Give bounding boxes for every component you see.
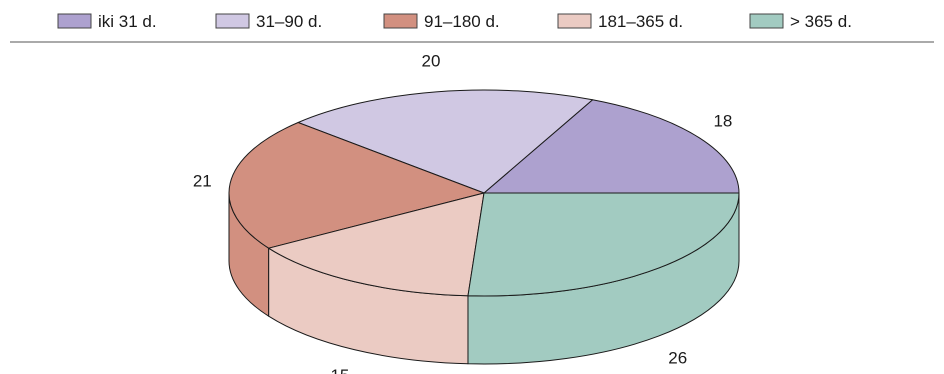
pie-slice-365-d (467, 192, 740, 297)
data-labels: 18 20 21 15 26 (193, 51, 733, 374)
pie-slice-iki-31-d (483, 99, 740, 194)
legend-swatch (57, 13, 92, 29)
legend-swatch (383, 13, 418, 29)
data-label-365-d: 26 (668, 348, 687, 367)
legend: iki 31 d. 31–90 d. 91–180 d. 181–365 d. > 36… (57, 12, 852, 31)
pie-sides (228, 192, 740, 365)
data-label-iki-31-d: 18 (713, 112, 732, 131)
legend-swatch (215, 13, 250, 29)
data-label-91-180-d: 21 (193, 171, 212, 190)
legend-item-181-365-d: 181–365 d. (557, 12, 683, 31)
legend-label: 31–90 d. (256, 12, 322, 31)
legend-item-31-90-d: 31–90 d. (215, 12, 322, 31)
legend-label: 91–180 d. (424, 12, 500, 31)
legend-swatch (749, 13, 784, 29)
pie-slice-91-180-d (228, 121, 485, 249)
legend-label: iki 31 d. (98, 12, 157, 31)
pie-top-faces (228, 89, 740, 297)
legend-item-iki-31-d: iki 31 d. (57, 12, 157, 31)
legend-label: 181–365 d. (598, 12, 683, 31)
data-label-181-365-d: 15 (330, 366, 349, 374)
pie-slice-181-365-d (268, 192, 485, 297)
legend-swatch (557, 13, 592, 29)
data-label-31-90-d: 20 (422, 51, 441, 70)
legend-item-91-180-d: 91–180 d. (383, 12, 500, 31)
legend-item-365-d: > 365 d. (749, 12, 852, 31)
pie-slice-31-90-d (297, 89, 594, 194)
legend-label: > 365 d. (790, 12, 852, 31)
